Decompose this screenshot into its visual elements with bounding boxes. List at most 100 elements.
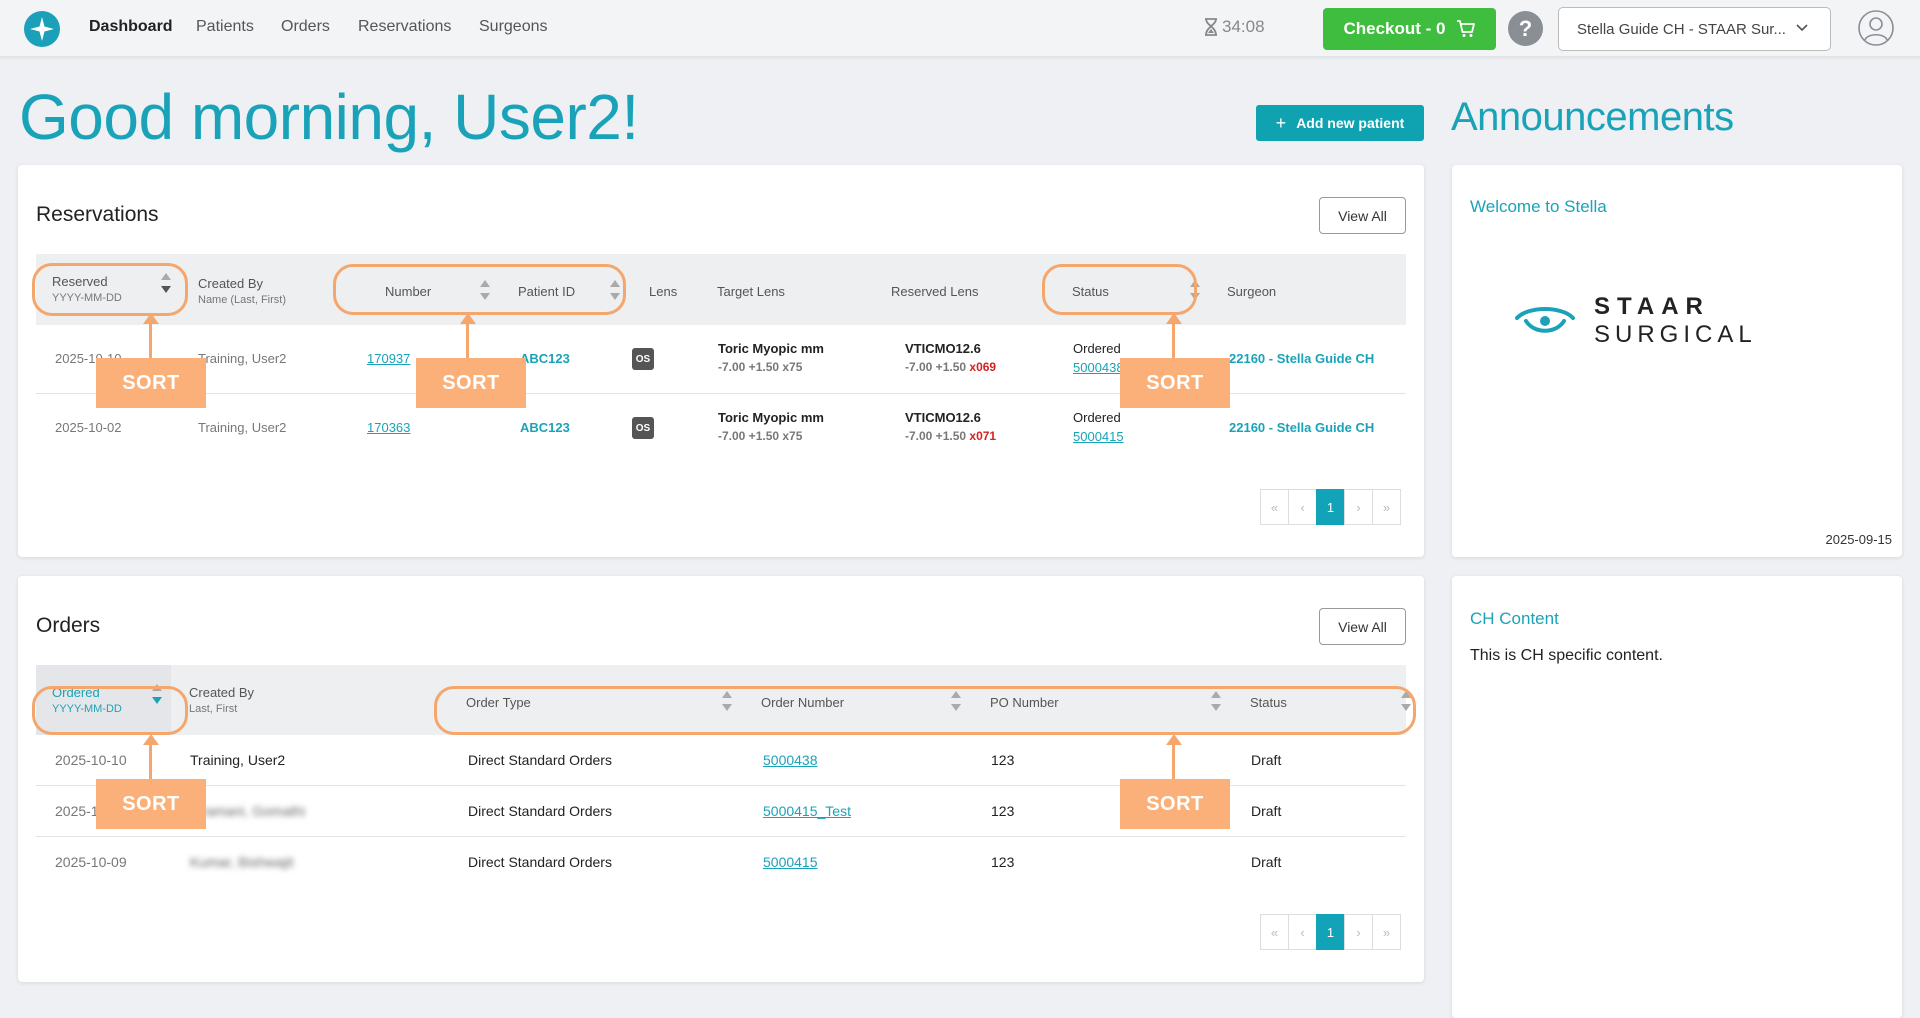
reserved-lens: VTICMO12.6 -7.00 +1.50 x069 (905, 341, 996, 374)
reserved-lens-power-value: -7.00 +1.50 (905, 360, 966, 374)
created-by: Ibramani, Gomathi (190, 803, 305, 819)
staar-surgical-logo: STAAR SURGICAL (1514, 293, 1757, 349)
reservations-title: Reservations (36, 203, 159, 227)
annotation-arrow-line (149, 743, 152, 779)
target-lens-power: -7.00 +1.50 x75 (718, 360, 824, 374)
col-created-by: Created By Name (Last, First) (198, 276, 286, 306)
reservations-table-header: Reserved YYYY-MM-DD Created By Name (Last,… (36, 254, 1406, 325)
created-by: Training, User2 (190, 752, 285, 768)
user-profile-icon[interactable] (1857, 9, 1895, 47)
page-next-button[interactable]: › (1344, 489, 1373, 525)
announcement-date: 2025-09-15 (1826, 532, 1893, 547)
created-by: Training, User2 (198, 420, 286, 435)
reserved-lens-axis: x069 (969, 360, 996, 374)
sort-callout: SORT (96, 779, 206, 829)
col-reserved-lens: Reserved Lens (891, 284, 978, 299)
target-lens: Toric Myopic mm -7.00 +1.50 x75 (718, 341, 824, 374)
orders-view-all-button[interactable]: View All (1319, 608, 1406, 645)
announcement-body: This is CH specific content. (1470, 647, 1663, 665)
help-button[interactable]: ? (1508, 11, 1543, 46)
col-lens: Lens (649, 284, 677, 299)
col-target-lens: Target Lens (717, 284, 785, 299)
col-created-by-format: Name (Last, First) (198, 294, 286, 306)
status-order-link[interactable]: 5000415 (1073, 429, 1124, 444)
po-number: 123 (991, 752, 1014, 768)
sort-callout: SORT (416, 358, 526, 408)
staar-eye-icon (1514, 304, 1576, 338)
surgeon-link[interactable]: 22160 - Stella Guide CH (1229, 351, 1374, 366)
page-first-button[interactable]: « (1260, 489, 1289, 525)
page-first-button[interactable]: « (1260, 914, 1289, 950)
reserved-lens: VTICMO12.6 -7.00 +1.50 x071 (905, 410, 996, 443)
reserved-lens-power-value: -7.00 +1.50 (905, 429, 966, 443)
reservations-view-all-button[interactable]: View All (1319, 197, 1406, 234)
created-by: Kumar, Bishwajit (190, 854, 293, 870)
order-number-link[interactable]: 5000415_Test (763, 803, 851, 819)
staar-wordmark: STAAR SURGICAL (1594, 293, 1757, 349)
patient-id-link[interactable]: ABC123 (520, 351, 570, 366)
orders-pagination: « ‹ 1 › » (1261, 914, 1401, 950)
account-select-value: Stella Guide CH - STAAR Sur... (1577, 21, 1786, 38)
reservation-number-link[interactable]: 170937 (367, 351, 410, 366)
created-by: Training, User2 (198, 351, 286, 366)
sort-callout: SORT (1120, 779, 1230, 829)
order-status: Draft (1251, 752, 1281, 768)
po-number: 123 (991, 803, 1014, 819)
reserved-lens-name: VTICMO12.6 (905, 410, 981, 425)
checkout-label: Checkout - 0 (1343, 19, 1445, 39)
top-nav: Dashboard Patients Orders Reservations S… (0, 0, 1920, 57)
col-created-by-label: Created By (189, 685, 254, 700)
plus-icon: + (1276, 113, 1287, 134)
page-next-button[interactable]: › (1344, 914, 1373, 950)
surgeon-link[interactable]: 22160 - Stella Guide CH (1229, 420, 1374, 435)
col-created-by: Created By Last, First (189, 685, 254, 715)
annotation-arrow-line (149, 322, 152, 358)
nav-surgeons[interactable]: Surgeons (479, 18, 548, 36)
target-lens-name: Toric Myopic mm (718, 341, 824, 356)
lens-os-badge: OS (632, 417, 654, 439)
checkout-button[interactable]: Checkout - 0 (1323, 8, 1496, 50)
order-status: Draft (1251, 854, 1281, 870)
annotation-arrow-line (466, 322, 469, 358)
nav-orders[interactable]: Orders (281, 18, 330, 36)
page-prev-button[interactable]: ‹ (1288, 914, 1317, 950)
target-lens-power: -7.00 +1.50 x75 (718, 429, 824, 443)
col-surgeon: Surgeon (1227, 284, 1276, 299)
announcement-title-link[interactable]: Welcome to Stella (1470, 197, 1607, 217)
order-number-link[interactable]: 5000438 (763, 752, 818, 768)
annotation-ring-status (1042, 264, 1197, 315)
chevron-down-icon (1796, 20, 1808, 35)
po-number: 123 (991, 854, 1014, 870)
order-row[interactable]: 2025-10-09 Kumar, Bishwajit Direct Stand… (36, 837, 1406, 888)
ordered-date: 2025-10-09 (55, 854, 127, 870)
staar-wordmark-top: STAAR (1594, 293, 1757, 321)
annotation-ring-reserved (32, 263, 188, 316)
reservation-number-link[interactable]: 170363 (367, 420, 410, 435)
greeting-heading: Good morning, User2! (19, 80, 639, 154)
announcement-title-link[interactable]: CH Content (1470, 609, 1559, 629)
reservation-status: Ordered 5000438 (1073, 341, 1124, 375)
page-last-button[interactable]: » (1372, 914, 1401, 950)
hourglass-icon (1204, 18, 1218, 36)
page-1-button[interactable]: 1 (1316, 489, 1345, 525)
reserved-lens-power: -7.00 +1.50 x069 (905, 360, 996, 374)
annotation-arrow-line (1172, 743, 1175, 779)
account-select[interactable]: Stella Guide CH - STAAR Sur... (1558, 7, 1831, 51)
patient-id-link[interactable]: ABC123 (520, 420, 570, 435)
order-type: Direct Standard Orders (468, 752, 612, 768)
session-timer: 34:08 (1204, 17, 1265, 37)
stella-logo-icon[interactable] (24, 11, 60, 47)
orders-title: Orders (36, 614, 100, 638)
add-new-patient-button[interactable]: + Add new patient (1256, 105, 1424, 141)
nav-reservations[interactable]: Reservations (358, 18, 451, 36)
reservations-pagination: « ‹ 1 › » (1261, 489, 1401, 525)
page-prev-button[interactable]: ‹ (1288, 489, 1317, 525)
page-last-button[interactable]: » (1372, 489, 1401, 525)
order-number-link[interactable]: 5000415 (763, 854, 818, 870)
nav-patients[interactable]: Patients (196, 18, 254, 36)
page-1-button[interactable]: 1 (1316, 914, 1345, 950)
nav-dashboard[interactable]: Dashboard (89, 18, 173, 36)
status-order-link[interactable]: 5000438 (1073, 360, 1124, 375)
reservation-status: Ordered 5000415 (1073, 410, 1124, 444)
col-created-by-label: Created By (198, 276, 263, 291)
